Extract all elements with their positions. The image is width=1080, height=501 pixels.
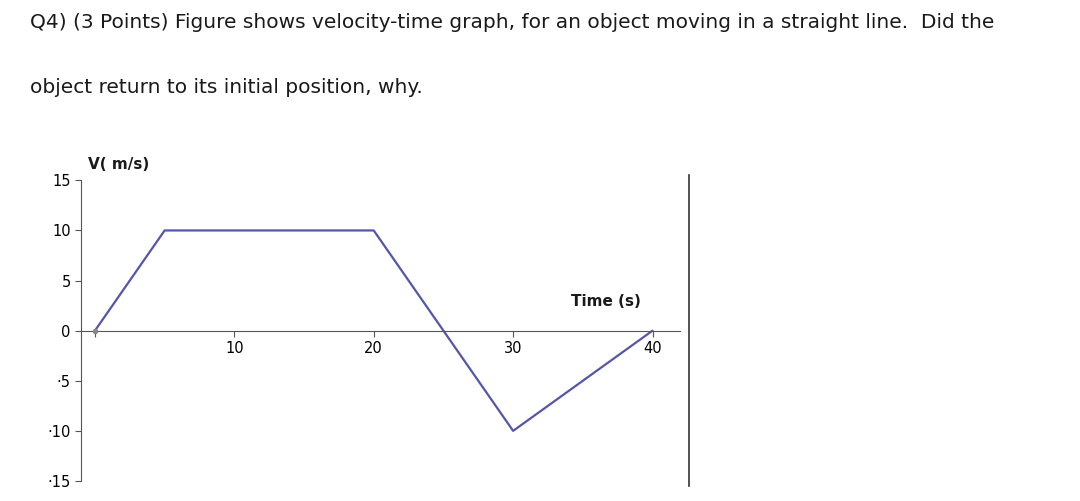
Text: V( m/s): V( m/s) (87, 157, 149, 172)
Text: Time (s): Time (s) (571, 294, 642, 309)
Text: Q4) (3 Points) Figure shows velocity-time graph, for an object moving in a strai: Q4) (3 Points) Figure shows velocity-tim… (30, 13, 995, 32)
Text: object return to its initial position, why.: object return to its initial position, w… (30, 78, 423, 97)
